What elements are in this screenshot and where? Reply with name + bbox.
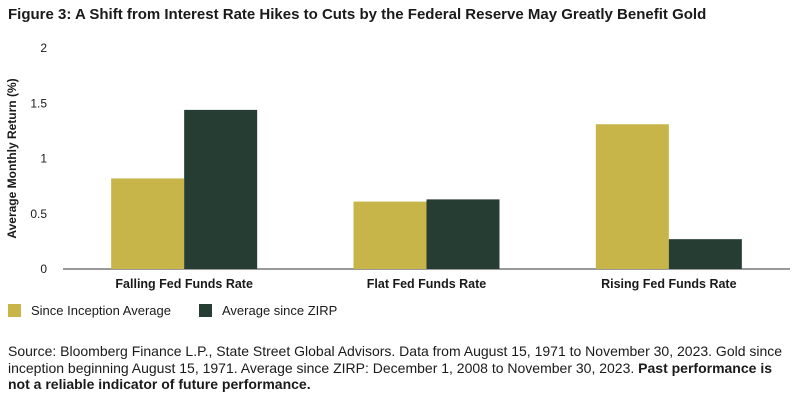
x-tick-label: Falling Fed Funds Rate <box>115 277 253 291</box>
source-note: Source: Bloomberg Finance L.P., State St… <box>8 343 792 393</box>
legend-swatch-since-zirp <box>198 304 212 317</box>
legend-label-since-zirp: Average since ZIRP <box>221 303 338 318</box>
bar-since-zirp-1 <box>184 109 258 269</box>
bar-since-inception-3 <box>595 124 669 270</box>
y-tick-label: 0 <box>40 262 47 276</box>
bar-since-zirp-2 <box>426 199 500 269</box>
legend-swatch-since-inception <box>8 304 21 317</box>
x-tick-label: Rising Fed Funds Rate <box>601 277 736 291</box>
bar-chart: Average Monthly Return (%) 0 0.5 1 1.5 2 Falli… <box>5 41 790 291</box>
bar-since-inception-1 <box>111 178 185 269</box>
legend-item-since-inception: Since Inception Average <box>8 303 171 318</box>
y-tick-label: 1.5 <box>30 96 47 110</box>
y-tick-label: 1 <box>40 152 47 166</box>
legend-item-since-zirp: Average since ZIRP <box>198 303 338 318</box>
y-tick-label: 0.5 <box>30 207 47 221</box>
source-text: Source: Bloomberg Finance L.P., State St… <box>8 343 783 376</box>
x-tick-label: Flat Fed Funds Rate <box>367 277 487 291</box>
disclaimer-text: Past performance is not a reliable indic… <box>8 359 772 393</box>
y-axis-label: Average Monthly Return (%) <box>5 78 19 238</box>
chart-title: Figure 3: A Shift from Interest Rate Hik… <box>8 6 707 23</box>
chart-legend: Since Inception Average Average since ZI… <box>8 303 365 318</box>
bar-since-inception-2 <box>353 201 427 269</box>
legend-label-since-inception: Since Inception Average <box>31 303 171 318</box>
y-tick-label: 2 <box>40 41 47 55</box>
bar-since-zirp-3 <box>668 239 742 269</box>
